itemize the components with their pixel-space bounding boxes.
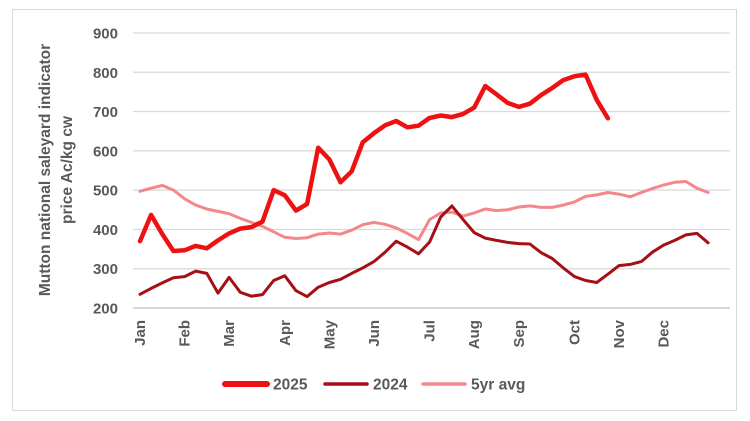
legend: 2025 2024 5yr avg (222, 377, 525, 394)
legend-label-5yr-avg: 5yr avg (471, 377, 525, 394)
x-month-label: Jul (422, 320, 439, 342)
y-axis-title: Mutton national saleyard indicator price… (37, 44, 76, 296)
x-month-label: Dec (656, 320, 673, 348)
x-month-label: Apr (277, 320, 294, 346)
series-line-2024 (138, 204, 710, 299)
y-tick-label: 600 (93, 143, 118, 160)
series-lines (137, 72, 710, 299)
y-tick-label: 900 (93, 26, 118, 43)
x-month-label: Oct (566, 320, 583, 345)
y-tick-label: 400 (93, 222, 118, 239)
x-month-label: Nov (611, 319, 628, 348)
y-axis-tick-labels: 900 800 700 600 500 400 300 200 (93, 26, 118, 318)
series-line-5yr-avg (138, 180, 710, 242)
y-tick-label: 200 (93, 301, 118, 318)
x-month-label: Sep (511, 320, 528, 348)
x-month-label: Jun (366, 320, 383, 347)
y-axis-title-line2: price Ac/kg cw (59, 115, 76, 224)
y-tick-label: 800 (93, 65, 118, 82)
x-month-label: Feb (177, 320, 194, 347)
series-line-2025 (137, 72, 611, 254)
legend-label-2024: 2024 (373, 377, 408, 394)
chart-card (12, 9, 737, 411)
x-month-label: May (321, 319, 338, 349)
legend-label-2025: 2025 (273, 377, 308, 394)
x-month-label: Aug (466, 320, 483, 349)
x-month-label: Mar (221, 320, 238, 347)
y-tick-label: 700 (93, 104, 118, 121)
x-axis-month-labels: Jan Feb Mar Apr May Jun Jul Aug Sep Oct Nov Dec (132, 319, 673, 349)
x-month-label: Jan (132, 320, 149, 346)
y-tick-label: 300 (93, 261, 118, 278)
y-axis-title-line1: Mutton national saleyard indicator (37, 44, 54, 296)
gridlines (133, 32, 730, 309)
y-tick-label: 500 (93, 183, 118, 200)
